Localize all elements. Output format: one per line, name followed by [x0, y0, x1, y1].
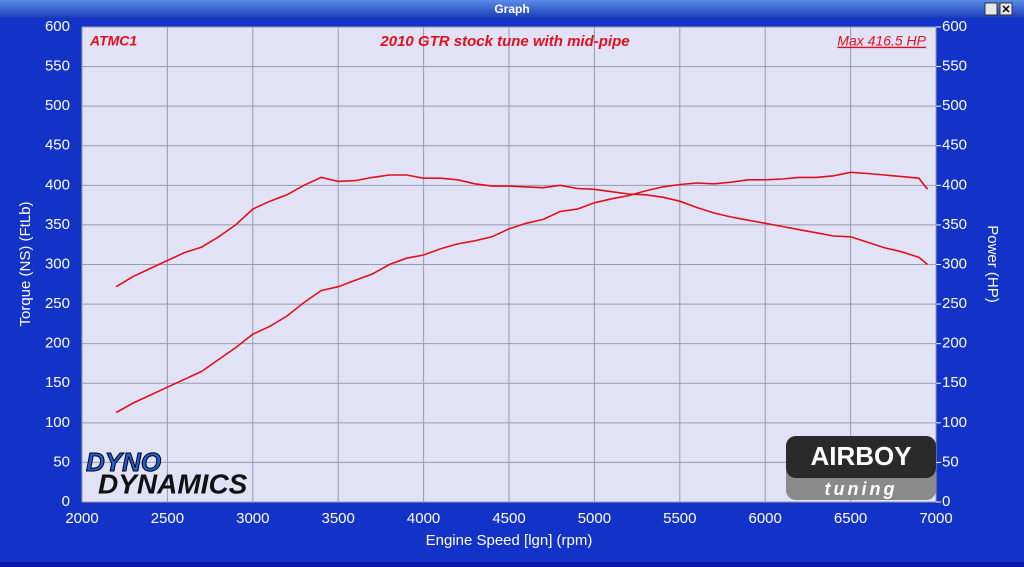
y-tick-label: 100 [45, 414, 70, 431]
close-icon [1002, 5, 1010, 13]
run-label: ATMC1 [89, 33, 137, 49]
y-tick-label: 150 [45, 374, 70, 391]
series-line [115, 174, 929, 288]
title-bar [0, 0, 1024, 18]
airboy-logo: AIRBOY tuning [786, 436, 936, 500]
series-line [115, 171, 929, 414]
y2-tick-label: 0 [942, 493, 950, 510]
y2-tick-label: 50 [942, 453, 959, 470]
logo-text: DYNO [86, 447, 161, 477]
x-tick-label: 2500 [151, 510, 184, 527]
y2-tick-label: 450 [942, 137, 967, 154]
logo-background [786, 436, 936, 478]
y2-tick-label: 550 [942, 58, 967, 75]
y2-tick-label: 500 [942, 97, 967, 114]
y2-tick-label: 350 [942, 216, 967, 233]
y-tick-label: 0 [62, 493, 70, 510]
dyno-logo: DYNO DYNAMICS [86, 446, 248, 499]
y2-axis-label: Power (HP) [984, 225, 1001, 303]
x-tick-label: 6500 [834, 510, 867, 527]
y-tick-label: 450 [45, 137, 70, 154]
x-tick-label: 5000 [578, 510, 611, 527]
x-tick-label: 7000 [919, 510, 952, 527]
y-tick-label: 500 [45, 97, 70, 114]
x-tick-label: 2000 [65, 510, 98, 527]
x-tick-label: 6000 [749, 510, 782, 527]
y-tick-label: 550 [45, 58, 70, 75]
logo-text: AIRBOY [810, 441, 911, 471]
x-tick-label: 3000 [236, 510, 269, 527]
x-axis-label: Engine Speed [lgn] (rpm) [426, 532, 593, 549]
y2-tick-label: 400 [942, 176, 967, 193]
lines [115, 171, 929, 414]
x-tick-label: 5500 [663, 510, 696, 527]
x-tick-label: 3500 [322, 510, 355, 527]
y2-tick-label: 250 [942, 295, 967, 312]
max-annotation: Max 416.5 HP [837, 33, 926, 49]
grid [81, 26, 941, 503]
logo-text: DYNAMICS [98, 468, 248, 499]
y-tick-label: 350 [45, 216, 70, 233]
y2-tick-label: 150 [942, 374, 967, 391]
y-tick-label: 300 [45, 255, 70, 272]
y2-tick-label: 600 [942, 18, 967, 35]
x-tick-label: 4000 [407, 510, 440, 527]
y-axis-label: Torque (NS) (FtLb) [17, 201, 34, 326]
y-tick-label: 600 [45, 18, 70, 35]
x-tick-label: 4500 [492, 510, 525, 527]
y-tick-label: 50 [53, 453, 70, 470]
restore-button[interactable] [984, 2, 998, 16]
window-title: Graph [494, 2, 529, 16]
y2-tick-label: 300 [942, 255, 967, 272]
y2-tick-label: 100 [942, 414, 967, 431]
y-tick-label: 250 [45, 295, 70, 312]
y2-tick-label: 200 [942, 335, 967, 352]
y-tick-label: 200 [45, 335, 70, 352]
logo-text: tuning [825, 479, 898, 499]
y-tick-label: 400 [45, 176, 70, 193]
chart-title: 2010 GTR stock tune with mid-pipe [379, 33, 629, 50]
